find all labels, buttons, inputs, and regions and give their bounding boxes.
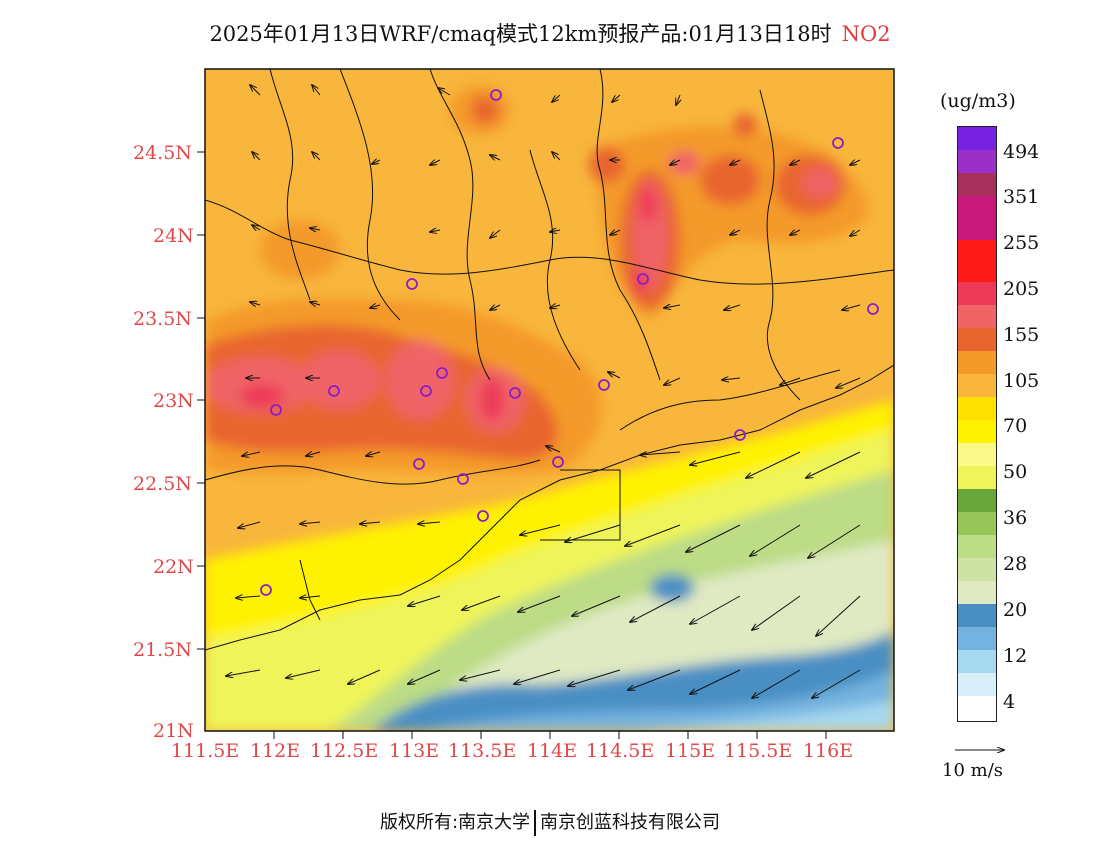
city-marker <box>867 303 879 315</box>
legend-swatch <box>958 397 996 420</box>
lat-tick-label: 22N <box>153 556 194 578</box>
legend-swatch <box>958 650 996 673</box>
legend-label: 4 <box>1003 691 1016 713</box>
copyright-separator <box>534 810 537 836</box>
legend-unit: (ug/m3) <box>940 90 1016 112</box>
legend-label: 155 <box>1003 324 1040 346</box>
city-marker <box>552 456 564 468</box>
copyright-footer: 版权所有:南京大学 南京创蓝科技有限公司 <box>0 808 1100 836</box>
copyright-prefix: 版权所有: <box>379 812 459 833</box>
legend-swatch <box>958 466 996 489</box>
boundary-lines <box>205 69 894 651</box>
city-marker <box>637 273 649 285</box>
city-marker <box>413 458 425 470</box>
lon-tick-label: 114E <box>527 740 578 762</box>
legend-swatch <box>958 696 996 721</box>
legend-label: 105 <box>1003 370 1040 392</box>
concentration-field <box>205 69 894 731</box>
city-marker <box>509 387 521 399</box>
city-marker <box>420 385 432 397</box>
legend-swatch <box>958 351 996 374</box>
legend-swatch <box>958 374 996 397</box>
lon-tick-label: 116E <box>803 740 854 762</box>
legend-label: 351 <box>1003 186 1040 208</box>
lat-tick-label: 23.5N <box>133 308 192 330</box>
wind-vectors <box>226 85 861 698</box>
legend-swatch <box>958 604 996 627</box>
legend-swatch <box>958 196 996 240</box>
city-marker <box>598 379 610 391</box>
legend-swatch <box>958 512 996 535</box>
legend-swatch <box>958 443 996 466</box>
city-marker <box>436 367 448 379</box>
title-species: NO2 <box>841 22 891 46</box>
map-title: 2025年01月13日WRF/cmaq模式12km预报产品:01月13日18时 N… <box>0 18 1100 48</box>
city-marker <box>406 278 418 290</box>
legend-label: 70 <box>1003 415 1028 437</box>
city-marker <box>832 137 844 149</box>
city-marker <box>270 404 282 416</box>
title-text: 2025年01月13日WRF/cmaq模式12km预报产品:01月13日18时 <box>209 22 832 46</box>
city-marker <box>477 510 489 522</box>
city-marker <box>490 89 502 101</box>
legend-swatch <box>958 282 996 305</box>
legend-label: 50 <box>1003 461 1028 483</box>
legend-label: 36 <box>1003 507 1028 529</box>
lat-tick-label: 23N <box>153 390 194 412</box>
legend-swatch <box>958 673 996 696</box>
legend-swatch <box>958 173 996 196</box>
city-marker <box>457 473 469 485</box>
lat-tick-label: 24.5N <box>133 142 192 164</box>
lon-tick-label: 113.5E <box>448 740 517 762</box>
legend-swatch <box>958 489 996 512</box>
legend-label: 205 <box>1003 278 1040 300</box>
legend-swatch <box>958 328 996 351</box>
city-markers <box>260 89 879 596</box>
legend-label: 20 <box>1003 599 1028 621</box>
copyright-org1: 南京大学 <box>458 812 531 833</box>
legend-swatch <box>958 420 996 443</box>
legend-swatch <box>958 127 996 150</box>
lat-tick-label: 21.5N <box>133 639 192 661</box>
lat-tick-label: 24N <box>153 225 194 247</box>
axis-ticks <box>197 151 827 739</box>
legend-swatch <box>958 535 996 558</box>
legend-swatch <box>958 150 996 173</box>
legend-swatch <box>958 627 996 650</box>
lon-tick-label: 113E <box>389 740 440 762</box>
lon-tick-label: 111.5E <box>171 740 240 762</box>
lon-tick-label: 115.5E <box>724 740 793 762</box>
lat-tick-label: 22.5N <box>133 473 192 495</box>
wind-reference-label: 10 m/s <box>942 760 1003 781</box>
lat-tick-label: 21N <box>153 720 194 742</box>
legend-label: 255 <box>1003 232 1040 254</box>
city-marker <box>734 429 746 441</box>
legend-swatch <box>958 558 996 581</box>
legend-label: 12 <box>1003 645 1028 667</box>
legend-label: 494 <box>1003 141 1040 163</box>
legend-swatch <box>958 581 996 604</box>
city-marker <box>328 385 340 397</box>
copyright-org2: 南京创蓝科技有限公司 <box>540 812 721 833</box>
city-marker <box>260 584 272 596</box>
legend-swatch <box>958 305 996 328</box>
lon-tick-label: 112E <box>250 740 301 762</box>
lon-tick-label: 115E <box>665 740 716 762</box>
lon-tick-label: 112.5E <box>310 740 379 762</box>
color-legend <box>957 126 997 722</box>
lon-tick-label: 114.5E <box>586 740 655 762</box>
legend-label: 28 <box>1003 553 1028 575</box>
legend-swatch <box>958 240 996 282</box>
